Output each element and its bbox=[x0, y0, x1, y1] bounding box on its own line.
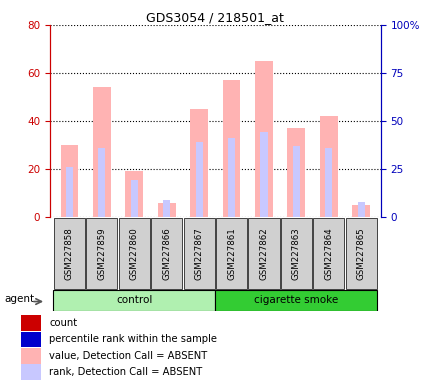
Bar bbox=[21, 348, 41, 364]
Bar bbox=[190, 109, 207, 217]
FancyBboxPatch shape bbox=[118, 218, 149, 289]
Text: rank, Detection Call = ABSENT: rank, Detection Call = ABSENT bbox=[49, 367, 202, 377]
Text: percentile rank within the sample: percentile rank within the sample bbox=[49, 334, 217, 344]
FancyBboxPatch shape bbox=[86, 218, 117, 289]
Text: count: count bbox=[49, 318, 77, 328]
Text: GSM227859: GSM227859 bbox=[97, 227, 106, 280]
Text: GSM227866: GSM227866 bbox=[162, 227, 171, 280]
Bar bbox=[195, 142, 202, 217]
Text: GSM227863: GSM227863 bbox=[291, 227, 300, 280]
FancyBboxPatch shape bbox=[345, 218, 376, 289]
Title: GDS3054 / 218501_at: GDS3054 / 218501_at bbox=[146, 11, 283, 24]
FancyBboxPatch shape bbox=[183, 218, 214, 289]
Bar bbox=[227, 138, 234, 217]
Text: value, Detection Call = ABSENT: value, Detection Call = ABSENT bbox=[49, 351, 207, 361]
FancyBboxPatch shape bbox=[312, 218, 344, 289]
FancyBboxPatch shape bbox=[215, 290, 377, 311]
Text: GSM227861: GSM227861 bbox=[227, 227, 236, 280]
Text: GSM227862: GSM227862 bbox=[259, 227, 268, 280]
Bar bbox=[21, 364, 41, 380]
Bar bbox=[325, 148, 332, 217]
Text: GSM227867: GSM227867 bbox=[194, 227, 203, 280]
Text: cigarette smoke: cigarette smoke bbox=[253, 295, 338, 306]
Text: GSM227858: GSM227858 bbox=[65, 227, 74, 280]
Bar bbox=[125, 171, 143, 217]
Bar bbox=[60, 145, 78, 217]
Bar bbox=[254, 61, 272, 217]
Bar bbox=[93, 88, 111, 217]
Text: GSM227865: GSM227865 bbox=[356, 227, 365, 280]
Bar bbox=[319, 116, 337, 217]
Bar bbox=[352, 205, 369, 217]
FancyBboxPatch shape bbox=[215, 218, 247, 289]
FancyBboxPatch shape bbox=[248, 218, 279, 289]
Bar bbox=[260, 132, 267, 217]
Bar bbox=[287, 128, 305, 217]
Text: agent: agent bbox=[4, 295, 34, 305]
Bar bbox=[131, 180, 138, 217]
Text: control: control bbox=[116, 295, 152, 306]
FancyBboxPatch shape bbox=[151, 218, 182, 289]
Bar bbox=[21, 315, 41, 331]
Bar bbox=[163, 200, 170, 217]
Bar bbox=[292, 146, 299, 217]
FancyBboxPatch shape bbox=[280, 218, 311, 289]
Bar bbox=[66, 167, 73, 217]
FancyBboxPatch shape bbox=[54, 218, 85, 289]
Bar bbox=[357, 202, 364, 217]
Text: GSM227860: GSM227860 bbox=[129, 227, 138, 280]
Bar bbox=[98, 148, 105, 217]
Bar bbox=[222, 80, 240, 217]
FancyBboxPatch shape bbox=[53, 290, 215, 311]
Text: GSM227864: GSM227864 bbox=[323, 227, 332, 280]
Bar bbox=[158, 203, 175, 217]
Bar bbox=[21, 331, 41, 347]
